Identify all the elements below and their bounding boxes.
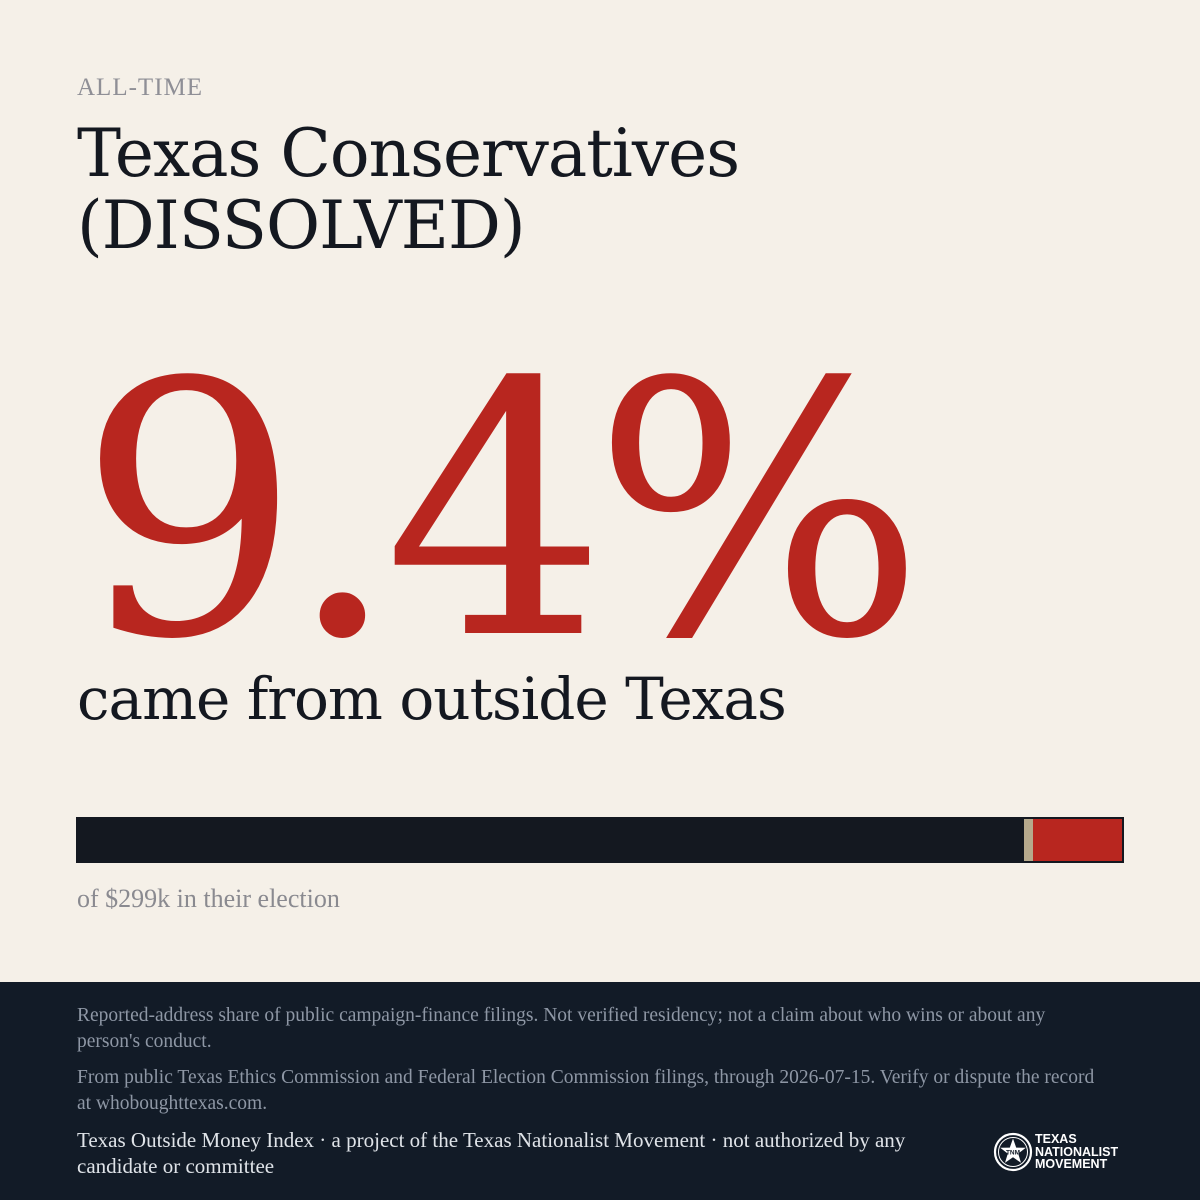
page-title: Texas Conservatives (DISSOLVED) — [77, 115, 740, 264]
share-bar-inside-segment — [78, 819, 1024, 861]
logo-line-1: TEXAS — [1035, 1132, 1077, 1146]
total-amount-label: of $299k in their election — [77, 884, 340, 913]
share-bar — [76, 817, 1124, 863]
footer-disclaimer: Reported-address share of public campaig… — [77, 1005, 1046, 1052]
share-bar-outside-segment — [1023, 819, 1122, 861]
logo-line-3: MOVEMENT — [1035, 1157, 1108, 1171]
footer-project-credit: Texas Outside Money Index · a project of… — [77, 1128, 906, 1178]
tnm-logo: TNM TEXAS NATIONALIST MOVEMENT — [993, 1132, 1123, 1176]
tnm-logo-wordmark: TEXAS NATIONALIST MOVEMENT — [1035, 1133, 1118, 1171]
period-label: ALL-TIME — [77, 74, 204, 101]
footer: Reported-address share of public campaig… — [0, 982, 1200, 1200]
footer-source: From public Texas Ethics Commission and … — [77, 1067, 1095, 1114]
outside-share-value: 9.4% — [78, 308, 925, 716]
outside-share-caption: came from outside Texas — [77, 665, 787, 733]
logo-line-2: NATIONALIST — [1035, 1144, 1119, 1159]
star-seal-icon: TNM — [993, 1132, 1033, 1172]
svg-text:TNM: TNM — [1006, 1150, 1020, 1157]
